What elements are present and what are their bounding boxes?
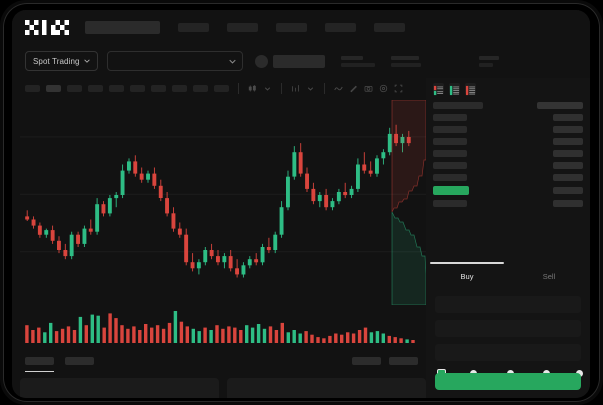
toolbar-divider-3 (324, 82, 325, 94)
orderbook-row[interactable] (433, 150, 583, 157)
last-price-value (272, 54, 325, 68)
order-form (426, 286, 590, 380)
header-stat-1 (340, 55, 375, 67)
order-side-tabs: Buy Sell (426, 262, 590, 286)
toolbar-divider-2 (281, 82, 282, 94)
timeframe-button-8[interactable] (172, 84, 187, 92)
orderbook-bids-icon[interactable] (449, 82, 460, 95)
indicators-icon[interactable] (291, 84, 300, 93)
nav-item-3[interactable] (276, 22, 307, 32)
chart-type-chevron-down-icon[interactable] (263, 84, 272, 93)
orderbook-row[interactable] (433, 162, 583, 169)
pair-header-bar: Spot Trading (12, 44, 590, 78)
fullscreen-icon[interactable] (394, 84, 403, 93)
order-field-total[interactable] (435, 344, 581, 361)
drawing-tools-icon[interactable] (349, 84, 358, 93)
line-chart-icon[interactable] (334, 84, 343, 93)
orders-action-1[interactable] (352, 357, 381, 365)
timeframe-button-10[interactable] (214, 84, 229, 92)
tab-sell-label: Sell (542, 271, 556, 281)
orders-tab-bar (12, 352, 426, 372)
nav-item-5[interactable] (374, 22, 405, 32)
orderbook-spread-row[interactable] (433, 186, 583, 195)
orders-action-2[interactable] (389, 357, 418, 365)
orderbook-view-toggle-group (426, 78, 590, 98)
timeframe-button-7[interactable] (151, 84, 166, 92)
orderbook-row[interactable] (433, 114, 583, 121)
trading-mode-selector[interactable]: Spot Trading (25, 51, 98, 71)
order-field-price[interactable] (435, 296, 581, 313)
header-stat-3 (478, 55, 499, 67)
tab-buy[interactable]: Buy (426, 262, 508, 286)
orderbook-header-row (433, 102, 583, 109)
tab-buy-label: Buy (460, 271, 474, 281)
timeframe-button-9[interactable] (193, 84, 208, 92)
orders-tab-2[interactable] (65, 357, 94, 365)
chevron-down-icon (83, 59, 90, 63)
orders-panel-right[interactable] (227, 378, 426, 398)
timeframe-button-3[interactable] (67, 84, 82, 92)
trading-pair-selector[interactable] (106, 51, 243, 71)
chart-toolbar (12, 78, 426, 98)
trading-mode-label: Spot Trading (33, 56, 80, 66)
orderbook-row[interactable] (433, 138, 583, 145)
okx-logo[interactable] (25, 19, 75, 35)
place-order-button[interactable] (435, 373, 581, 390)
nav-item-2[interactable] (227, 22, 258, 32)
orders-tab-actions (352, 357, 418, 365)
orderbook-and-form-panel: Buy Sell (426, 78, 590, 398)
settings-icon[interactable] (379, 84, 388, 93)
orderbook-row[interactable] (433, 200, 583, 207)
timeframe-button-1[interactable] (25, 84, 40, 92)
coin-avatar (254, 54, 268, 68)
volume-series (25, 311, 415, 343)
orderbook-rows[interactable] (426, 98, 590, 258)
toolbar-divider-1 (238, 82, 239, 94)
top-navigation-bar (12, 10, 590, 44)
volume-chart[interactable] (20, 307, 426, 347)
orderbook-both-icon[interactable] (433, 82, 444, 95)
timeframe-button-6[interactable] (130, 84, 145, 92)
orderbook-row[interactable] (433, 174, 583, 181)
nav-item-1[interactable] (178, 22, 209, 32)
order-field-amount[interactable] (435, 320, 581, 337)
orders-panel-left[interactable] (20, 378, 219, 398)
orderbook-asks-icon[interactable] (465, 82, 476, 95)
timeframe-button-2[interactable] (46, 84, 61, 92)
orders-tab-1[interactable] (25, 357, 54, 372)
candlestick-chart-icon[interactable] (248, 84, 257, 93)
timeframe-button-4[interactable] (88, 84, 103, 92)
orderbook-row[interactable] (433, 126, 583, 133)
indicators-chevron-down-icon[interactable] (306, 84, 315, 93)
price-chart[interactable] (20, 100, 426, 305)
orders-content-panels (20, 378, 426, 398)
chevron-down-icon (228, 59, 236, 64)
candlestick-series (20, 100, 426, 305)
header-stat-2 (390, 55, 421, 67)
app-screen: Spot Trading (12, 10, 590, 398)
nav-item-4[interactable] (325, 22, 356, 32)
tab-sell[interactable]: Sell (508, 262, 590, 286)
camera-icon[interactable] (364, 84, 373, 93)
nav-search-input[interactable] (85, 20, 160, 34)
timeframe-button-5[interactable] (109, 84, 124, 92)
